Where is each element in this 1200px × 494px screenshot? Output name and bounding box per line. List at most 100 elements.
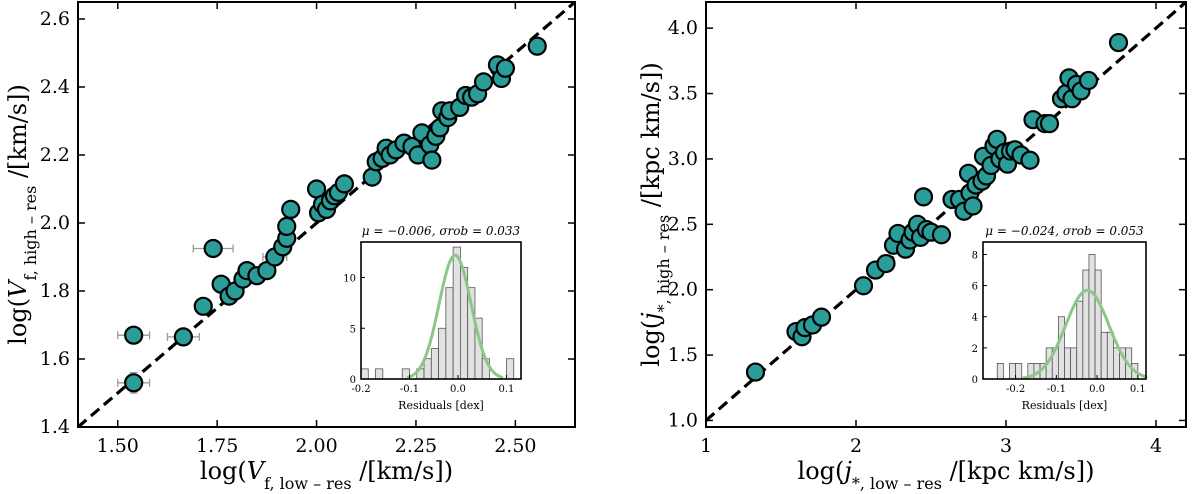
plot-frame (77, 1, 576, 428)
y-axis-label: log(Vf, high – res /[km/s]) (4, 84, 40, 345)
x-tick-label: 3 (1000, 435, 1012, 457)
x-tick-label: 1 (700, 435, 712, 457)
inset-stat-text: μ = −0.006, σrob = 0.033 (362, 224, 521, 238)
inset-x-tick-label: 0.1 (499, 384, 515, 395)
histogram-bar (1094, 269, 1102, 380)
y-tick-label: 2.0 (668, 279, 698, 301)
data-point (124, 373, 144, 393)
y-tick-label: 2.5 (668, 213, 698, 235)
inset-frame (360, 241, 522, 380)
data-point (124, 325, 144, 345)
y-tick-label: 1.5 (668, 344, 698, 366)
y-tick-label: 1.0 (668, 409, 698, 431)
inset-histogram: -0.2 -0.1 0.0 0.1 0 5 10 Residuals [dex] μ = −0.… (343, 224, 522, 412)
y-tick-label: 2.6 (40, 8, 70, 30)
y-tick-label: 1.6 (40, 348, 70, 370)
data-point (422, 150, 442, 170)
y-tick-label: 2.4 (40, 76, 70, 98)
panel-2: 1 2 3 4 1.0 1.5 2.0 2.5 3.0 3.5 4.0 log(j*, low – r… (637, 0, 1188, 493)
data-point (931, 225, 952, 245)
inset-y-tick-label: 8 (972, 250, 978, 261)
inset-frame (982, 241, 1147, 380)
histogram-bar (1070, 347, 1078, 380)
inset-x-tick-label: -0.2 (351, 384, 370, 395)
histogram-bar (438, 327, 447, 380)
data-point (963, 196, 983, 216)
x-tick-label: 1.75 (196, 435, 238, 457)
histogram-bar (430, 348, 439, 380)
data-point (277, 216, 297, 236)
inset-x-tick-label: -0.1 (1047, 384, 1066, 395)
x-tick-label: 2.50 (494, 435, 536, 457)
inset-y-tick-label: 0 (350, 375, 356, 386)
histogram-bar (1082, 269, 1090, 380)
data-point (281, 199, 301, 219)
y-tick-label: 3.5 (668, 83, 698, 105)
inset-x-tick-label: -0.1 (400, 384, 419, 395)
inset-y-tick-label: 2 (972, 344, 978, 355)
histogram-bar (1009, 363, 1016, 380)
data-point (876, 253, 896, 274)
data-point (1039, 114, 1060, 134)
gaussian-fit-curve (1022, 288, 1148, 380)
y-tick-label: 4.0 (668, 17, 698, 39)
histogram-bar (1113, 347, 1120, 380)
data-point (173, 327, 193, 347)
histogram-bar (506, 358, 515, 380)
histogram-bar (1106, 331, 1114, 380)
histogram-bar (445, 287, 454, 380)
histogram-bar (1064, 347, 1072, 380)
identity-line (704, 0, 1188, 422)
y-tick-label: 3.0 (668, 148, 698, 170)
data-point (853, 276, 874, 296)
y-tick-label: 2.0 (40, 212, 70, 234)
inset-y-tick-label: 0 (972, 375, 978, 386)
inset-x-tick-label: 0.0 (1089, 384, 1105, 395)
data-point (334, 174, 354, 194)
histogram-bar (1015, 363, 1023, 380)
data-point (1108, 32, 1129, 53)
x-tick-label: 2.25 (395, 435, 437, 457)
y-tick-label: 1.4 (40, 416, 70, 438)
data-point (1078, 70, 1099, 91)
y-tick-label: 2.2 (40, 144, 70, 166)
inset-y-tick-label: 6 (972, 282, 978, 293)
histogram-bar (452, 246, 461, 380)
inset-x-tick-label: -0.2 (1006, 384, 1025, 395)
histogram-bar (360, 368, 369, 380)
inset-x-axis-label: Residuals [dex] (398, 399, 484, 412)
inset-y-tick-label: 5 (350, 324, 356, 335)
histogram-bar (375, 368, 384, 380)
histogram-bar (1076, 300, 1084, 380)
histogram-bar (996, 363, 1004, 380)
data-point (1020, 150, 1040, 170)
x-tick-label: 1.50 (97, 435, 139, 457)
inset-y-tick-label: 4 (972, 313, 978, 324)
inset-x-axis-label: Residuals [dex] (1022, 399, 1108, 412)
x-axis-label: log(j*, low – res /[kpc km/s]) (798, 457, 1095, 493)
data-point (495, 58, 516, 78)
data-point (203, 238, 223, 259)
y-tick-label: 1.8 (40, 280, 70, 302)
inset-histogram: -0.2 -0.1 0.0 0.1 0 2 4 6 8 Residuals [dex] μ = −0… (972, 224, 1148, 412)
x-tick-label: 2.00 (295, 435, 337, 457)
inset-stat-text: μ = −0.024, σrob = 0.053 (985, 224, 1144, 238)
x-tick-label: 4 (1150, 435, 1162, 457)
plot-frame (705, 1, 1187, 428)
gaussian-fit-curve (406, 253, 504, 380)
histogram-bar (1088, 254, 1096, 380)
inset-y-tick-label: 10 (343, 274, 356, 285)
histogram-bar (423, 358, 432, 380)
inset-x-tick-label: 0.1 (1130, 384, 1146, 395)
y-axis-label: log(j*, high – res /[kpc km/s]) (637, 62, 673, 366)
panel-1: 1.50 1.75 2.00 2.25 2.50 1.4 1.6 1.8 2.0 2.2 2.4 2.… (4, 0, 577, 493)
data-point (745, 362, 766, 382)
data-point (193, 296, 213, 316)
data-point (527, 36, 547, 56)
x-axis-label: log(Vf, low – res /[km/s]) (200, 457, 453, 493)
inset-x-tick-label: 0.0 (450, 384, 466, 395)
histogram-bar (1057, 316, 1065, 380)
data-point (913, 187, 934, 207)
x-tick-label: 2 (850, 435, 862, 457)
